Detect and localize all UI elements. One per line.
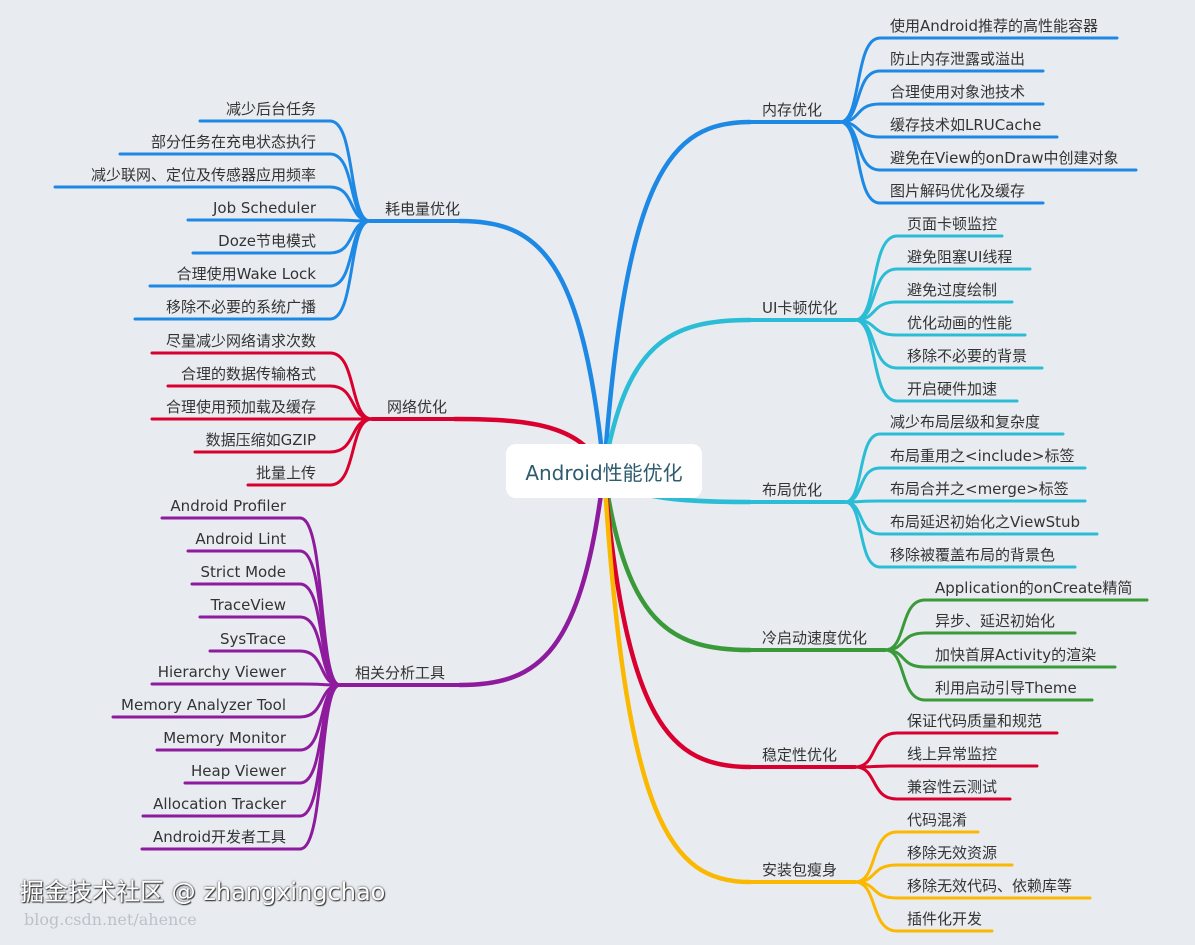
leaf-topic[interactable]: 避免阻塞UI线程 (907, 248, 1012, 266)
branch-topic[interactable]: 稳定性优化 (762, 746, 837, 764)
leaf-connector (883, 598, 927, 652)
leaf-topic[interactable]: Memory Monitor (163, 729, 287, 747)
leaf-topic[interactable]: 利用启动引导Theme (935, 679, 1077, 697)
branch-topic[interactable]: 耗电量优化 (385, 200, 460, 218)
leaf-topic[interactable]: 移除不必要的背景 (907, 347, 1027, 365)
branch-topic[interactable]: 网络优化 (387, 398, 447, 416)
leaf-topic[interactable]: 合理使用Wake Lock (177, 265, 317, 283)
leaf-topic[interactable]: 异步、延迟初始化 (935, 612, 1055, 630)
leaf-topic[interactable]: 兼容性云测试 (907, 778, 997, 796)
leaf-topic[interactable]: 页面卡顿监控 (907, 215, 997, 233)
leaf-topic[interactable]: Job Scheduler (212, 199, 317, 217)
branch-topic[interactable]: 内存优化 (762, 101, 822, 119)
leaf-connector (328, 384, 374, 421)
branch-topic[interactable]: 冷启动速度优化 (762, 629, 867, 647)
leaf-topic[interactable]: 防止内存泄露或溢出 (890, 50, 1025, 68)
leaf-topic[interactable]: 代码混淆 (907, 811, 967, 829)
leaf-connector (853, 830, 899, 884)
branch-topic[interactable]: 相关分析工具 (355, 664, 445, 682)
leaf-connector (853, 731, 899, 769)
leaf-topic[interactable]: Android Profiler (170, 497, 286, 515)
leaf-connector (883, 648, 927, 702)
leaf-topic[interactable]: Doze节电模式 (218, 232, 316, 250)
leaf-topic[interactable]: 布局重用之<include>标签 (890, 447, 1074, 465)
leaf-topic[interactable]: SysTrace (220, 630, 286, 648)
leaf-connector (843, 500, 882, 569)
leaf-topic[interactable]: 插件化开发 (907, 910, 982, 928)
main-branch-connector (601, 468, 753, 885)
leaf-topic[interactable]: 合理使用预加载及缓存 (166, 398, 316, 416)
leaf-topic[interactable]: 图片解码优化及缓存 (890, 182, 1025, 200)
leaf-topic[interactable]: 减少后台任务 (226, 100, 316, 118)
leaf-connector (838, 120, 882, 205)
leaf-topic[interactable]: 移除无效资源 (907, 844, 997, 862)
branch-topic[interactable]: UI卡顿优化 (762, 299, 837, 317)
leaf-topic[interactable]: 避免在View的onDraw中创建对象 (890, 149, 1118, 167)
main-branch-connector (457, 218, 607, 474)
leaf-topic[interactable]: 布局延迟初始化之ViewStub (890, 513, 1080, 531)
leaf-topic[interactable]: Allocation Tracker (153, 795, 287, 813)
leaf-topic[interactable]: 合理的数据传输格式 (181, 365, 316, 383)
leaf-topic[interactable]: Memory Analyzer Tool (121, 696, 286, 714)
leaf-topic[interactable]: 移除无效代码、依赖库等 (907, 877, 1072, 895)
leaf-topic[interactable]: 布局合并之<merge>标签 (890, 480, 1069, 498)
leaf-connector (853, 318, 899, 403)
main-branch-connector (601, 468, 753, 770)
leaf-topic[interactable]: 缓存技术如LRUCache (890, 116, 1041, 134)
leaf-topic[interactable]: TraceView (210, 596, 286, 614)
leaf-connector (843, 500, 882, 536)
leaf-topic[interactable]: 线上异常监控 (907, 745, 997, 763)
leaf-topic[interactable]: 减少布局层级和复杂度 (890, 413, 1040, 431)
leaf-connector (328, 119, 372, 223)
leaf-topic[interactable]: 移除被覆盖布局的背景色 (890, 546, 1055, 564)
leaf-topic[interactable]: Application的onCreate精简 (935, 579, 1132, 597)
leaf-topic[interactable]: 批量上传 (256, 464, 316, 482)
branch-topic[interactable]: 布局优化 (762, 481, 822, 499)
leaf-topic[interactable]: 尽量减少网络请求次数 (166, 332, 316, 350)
leaf-topic[interactable]: Strict Mode (200, 563, 286, 581)
leaf-topic[interactable]: 避免过度绘制 (907, 281, 997, 299)
leaf-topic[interactable]: 优化动画的性能 (907, 314, 1012, 332)
leaf-topic[interactable]: 数据压缩如GZIP (206, 431, 316, 449)
leaf-topic[interactable]: 开启硬件加速 (907, 380, 997, 398)
leaf-topic[interactable]: Hierarchy Viewer (158, 663, 287, 681)
leaf-topic[interactable]: Android Lint (195, 530, 286, 548)
main-branch-connector (601, 317, 753, 474)
leaf-topic[interactable]: 加快首屏Activity的渲染 (935, 646, 1096, 664)
leaf-connector (853, 880, 899, 933)
leaf-connector (328, 417, 374, 454)
main-branch-connector (457, 468, 607, 688)
watermark-url: blog.csdn.net/ahence (24, 910, 197, 929)
leaf-topic[interactable]: Heap Viewer (191, 762, 287, 780)
watermark-text: 掘金技术社区 @ zhangxingchao (20, 878, 386, 906)
main-branch-connector (601, 468, 753, 653)
leaf-topic[interactable]: 部分任务在充电状态执行 (151, 133, 316, 151)
leaf-connector (843, 466, 882, 504)
leaf-topic[interactable]: 使用Android推荐的高性能容器 (890, 17, 1098, 35)
leaf-connector (328, 417, 374, 487)
leaf-topic[interactable]: 保证代码质量和规范 (907, 712, 1042, 730)
branch-topic[interactable]: 安装包瘦身 (762, 861, 837, 879)
leaf-connector (298, 683, 342, 851)
main-branch-connector (601, 119, 753, 474)
leaf-topic[interactable]: 合理使用对象池技术 (890, 83, 1025, 101)
leaf-topic[interactable]: 移除不必要的系统广播 (166, 298, 316, 316)
leaf-topic[interactable]: 减少联网、定位及传感器应用频率 (91, 166, 316, 184)
leaf-connector (853, 765, 899, 801)
leaf-topic[interactable]: Android开发者工具 (153, 828, 286, 846)
central-topic[interactable]: Android性能优化 (506, 444, 702, 498)
leaf-connector (328, 219, 372, 321)
